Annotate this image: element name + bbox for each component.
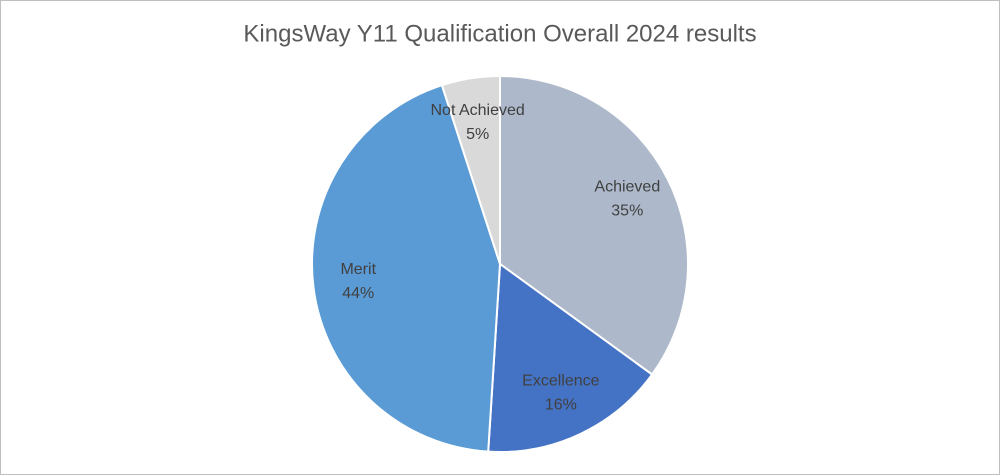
- chart-title: KingsWay Y11 Qualification Overall 2024 …: [243, 20, 756, 47]
- pie-slice: [311, 83, 502, 453]
- slice-label: Achieved: [594, 178, 660, 195]
- slice-label: Not Achieved: [431, 102, 525, 119]
- pie-slice: [499, 74, 689, 376]
- value-label: 44%: [342, 285, 374, 302]
- pie-slice: [440, 74, 501, 265]
- pie-slice: [487, 262, 654, 453]
- slice-label: Merit: [340, 261, 376, 278]
- value-label: 16%: [545, 397, 577, 414]
- value-label: 5%: [466, 126, 489, 143]
- value-label: 35%: [611, 202, 643, 219]
- slice-label: Excellence: [522, 373, 599, 390]
